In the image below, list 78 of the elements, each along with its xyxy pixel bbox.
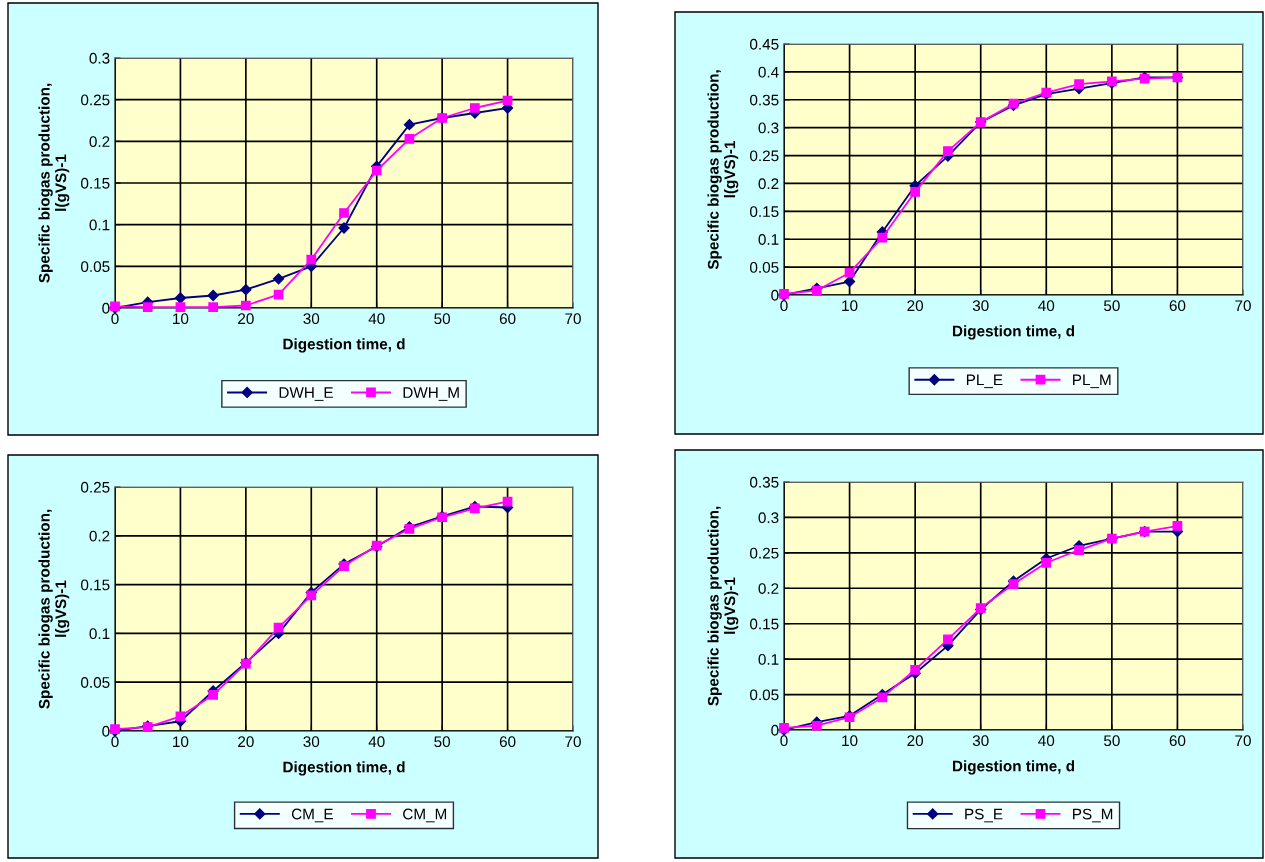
legend-label: CM_E <box>291 808 333 823</box>
legend-label: DWH_M <box>403 387 459 401</box>
x-tick-label: 20 <box>907 735 924 747</box>
y-axis-title: Specific biogas production, l(gVS)-1 <box>707 506 739 706</box>
y-tick-label: 0.35 <box>750 94 779 106</box>
x-tick-label: 40 <box>1038 735 1055 747</box>
y-tick-label: 0.15 <box>81 579 110 591</box>
x-axis-title: Digestion time, d <box>952 325 1075 340</box>
y-tick-label: 0.1 <box>758 654 779 665</box>
x-tick-label: 70 <box>565 736 581 748</box>
x-tick-label: 40 <box>368 313 385 325</box>
x-tick-label: 50 <box>434 313 451 325</box>
y-tick-label: 0.1 <box>89 628 110 640</box>
x-tick-label: 70 <box>565 313 581 325</box>
y-tick-label: 0 <box>102 725 110 737</box>
x-tick-label: 30 <box>972 300 989 312</box>
y-tick-label: 0.45 <box>750 38 779 50</box>
legend-label: CM_M <box>403 808 447 823</box>
y-tick-label: 0.35 <box>750 476 779 488</box>
x-tick-label: 0 <box>780 735 788 747</box>
x-tick-label: 30 <box>972 735 989 747</box>
legend-label: PL_E <box>966 374 1003 389</box>
legend-label: PS_M <box>1073 808 1113 823</box>
y-tick-label: 0.25 <box>750 547 779 559</box>
y-tick-label: 0.3 <box>758 122 779 134</box>
y-tick-label: 0.05 <box>81 261 110 273</box>
x-tick-label: 20 <box>238 736 254 748</box>
legend-label: PS_E <box>965 808 1003 823</box>
y-tick-label: 0.05 <box>750 689 779 701</box>
y-tick-label: 0.3 <box>89 52 110 64</box>
y-tick-label: 0.2 <box>758 583 779 594</box>
x-tick-label: 70 <box>1235 735 1251 747</box>
x-tick-label: 0 <box>780 300 788 312</box>
x-tick-label: 50 <box>434 736 451 748</box>
y-tick-label: 0.1 <box>89 219 110 231</box>
x-tick-label: 40 <box>1038 300 1055 312</box>
y-tick-label: 0.15 <box>81 177 110 189</box>
y-tick-label: 0.4 <box>758 66 779 78</box>
y-tick-label: 0.3 <box>758 512 779 524</box>
x-tick-label: 60 <box>1169 735 1186 747</box>
y-tick-label: 0 <box>771 289 779 301</box>
y-axis-title: Specific biogas production, l(gVS)-1 <box>38 509 70 709</box>
y-tick-label: 0.2 <box>758 178 779 190</box>
y-tick-label: 0.2 <box>89 530 110 542</box>
y-tick-label: 0.15 <box>750 618 779 630</box>
y-tick-label: 0.1 <box>758 234 779 245</box>
x-tick-label: 30 <box>303 313 320 325</box>
legend-label: PL_M <box>1073 374 1111 389</box>
x-tick-label: 60 <box>499 736 516 748</box>
y-tick-label: 0.25 <box>750 150 779 162</box>
x-tick-label: 20 <box>907 300 924 312</box>
y-axis-title: Specific biogas production, l(gVS)-1 <box>707 70 739 270</box>
x-axis-title: Digestion time, d <box>283 338 405 353</box>
x-tick-label: 10 <box>842 735 858 747</box>
x-tick-label: 0 <box>111 313 119 325</box>
x-tick-label: 50 <box>1103 735 1120 747</box>
x-axis-title: Digestion time, d <box>952 760 1075 775</box>
legend-label: DWH_E <box>279 387 333 401</box>
x-tick-label: 60 <box>1169 300 1186 312</box>
x-tick-label: 60 <box>499 313 516 325</box>
y-tick-label: 0.05 <box>750 261 779 273</box>
x-tick-label: 50 <box>1103 300 1120 312</box>
x-tick-label: 0 <box>111 736 119 748</box>
y-tick-label: 0.05 <box>81 677 110 688</box>
y-tick-label: 0.25 <box>81 481 110 493</box>
x-tick-label: 20 <box>238 313 254 325</box>
x-tick-label: 10 <box>842 300 858 312</box>
x-tick-label: 70 <box>1235 300 1251 312</box>
x-tick-label: 10 <box>173 736 189 748</box>
x-tick-label: 40 <box>368 736 385 748</box>
x-tick-label: 30 <box>303 736 320 748</box>
x-tick-label: 10 <box>173 313 189 325</box>
y-tick-label: 0.2 <box>89 136 110 148</box>
x-axis-title: Digestion time, d <box>283 761 405 776</box>
y-tick-label: 0.15 <box>750 206 779 218</box>
y-tick-label: 0.25 <box>81 94 110 106</box>
y-axis-title: Specific biogas production, l(gVS)-1 <box>38 83 70 283</box>
y-tick-label: 0 <box>771 724 779 736</box>
